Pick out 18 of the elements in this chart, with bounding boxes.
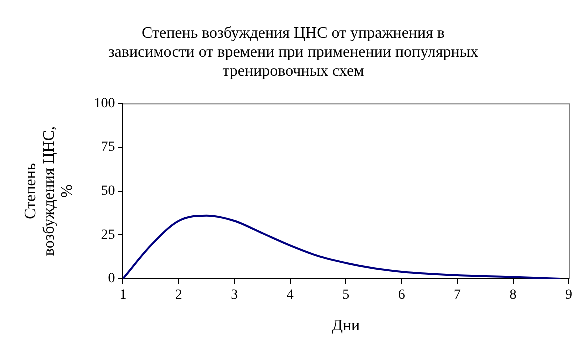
x-tick-label: 3 [231, 288, 238, 304]
x-axis-title: Дни [332, 318, 361, 335]
y-axis-title: Степень возбуждения ЦНС, % [22, 126, 76, 256]
x-tick-label: 6 [398, 288, 406, 304]
chart-title: Степень возбуждения ЦНС от упражнения в зависимости от времени при применении популярных тренировочных схем [108, 24, 479, 80]
y-tick-label: 75 [101, 140, 116, 156]
y-tick-label: 0 [108, 272, 116, 287]
x-tick-label: 7 [454, 288, 462, 304]
x-tick-label: 2 [175, 288, 182, 304]
y-tick-label: 100 [94, 96, 116, 112]
y-tick-label: 25 [101, 228, 116, 243]
x-tick-label: 4 [286, 288, 294, 304]
line-series [123, 214, 562, 279]
x-tick-label: 9 [566, 288, 572, 304]
x-tick-label: 1 [120, 288, 127, 304]
x-tick-label: 5 [342, 288, 350, 304]
y-tick-label: 50 [101, 184, 116, 199]
x-tick-label: 8 [510, 288, 517, 304]
